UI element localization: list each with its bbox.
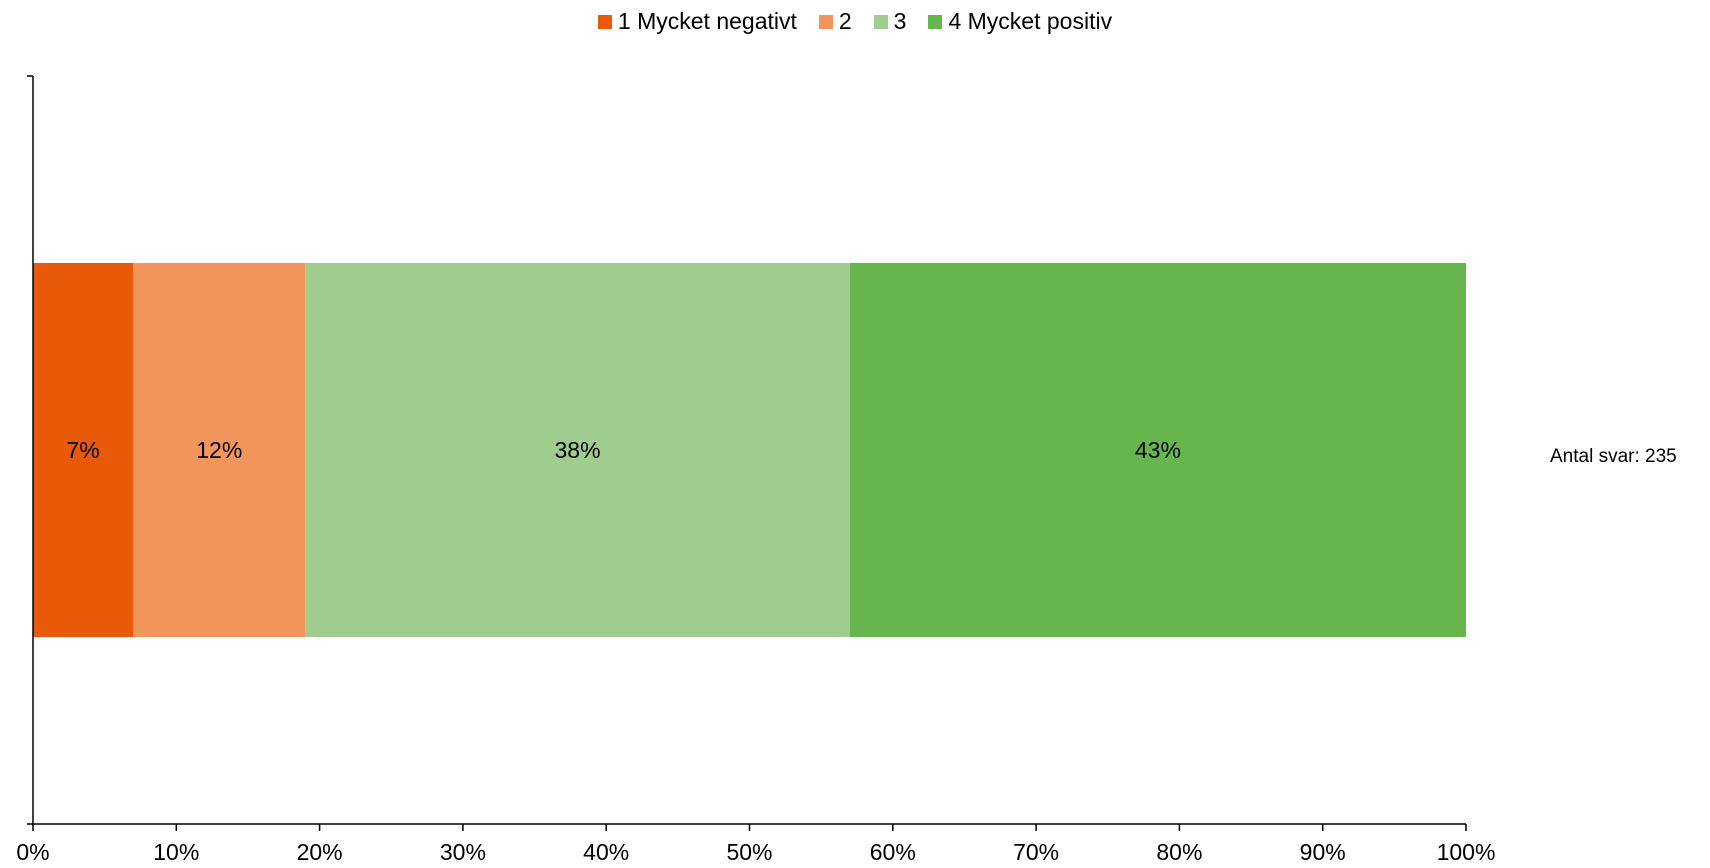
data-label-4: 43% — [1135, 437, 1181, 463]
x-tick-label-4: 40% — [583, 839, 629, 865]
legend-swatch-2 — [818, 14, 833, 29]
x-tick-label-5: 50% — [726, 839, 772, 865]
legend-swatch-3 — [873, 14, 888, 29]
data-label-1: 7% — [67, 437, 100, 463]
legend-label-4: 4 Mycket positiv — [948, 8, 1113, 34]
response-count-annotation: Antal svar: 235 — [1550, 446, 1677, 467]
data-label-2: 12% — [196, 437, 242, 463]
legend-label-3: 3 — [893, 8, 907, 34]
legend-swatch-1 — [597, 14, 612, 29]
legend-label-1: 1 Mycket negativt — [617, 8, 797, 34]
data-label-3: 38% — [555, 437, 601, 463]
bar-segment-1 — [33, 263, 134, 637]
x-tick-label-9: 90% — [1300, 839, 1346, 865]
x-tick-label-2: 20% — [297, 839, 343, 865]
x-tick-label-7: 70% — [1013, 839, 1059, 865]
bar-segment-3 — [305, 263, 850, 637]
legend-item-2: 2 — [818, 8, 852, 35]
legend-item-1: 1 Mycket negativt — [597, 8, 797, 35]
legend: 1 Mycket negativt 2 3 4 Mycket positiv — [0, 8, 1710, 35]
x-tick-label-8: 80% — [1156, 839, 1202, 865]
x-tick-label-10: 100% — [1437, 839, 1496, 865]
bar-segment-4 — [849, 263, 1466, 637]
x-tick-label-3: 30% — [440, 839, 486, 865]
x-tick-label-6: 60% — [870, 839, 916, 865]
legend-item-4: 4 Mycket positiv — [928, 8, 1112, 35]
bar-segment-2 — [133, 263, 306, 637]
legend-item-3: 3 — [873, 8, 907, 35]
x-tick-label-0: 0% — [16, 839, 49, 865]
x-tick-label-1: 10% — [153, 839, 199, 865]
legend-swatch-4 — [928, 14, 943, 29]
legend-label-2: 2 — [838, 8, 852, 34]
